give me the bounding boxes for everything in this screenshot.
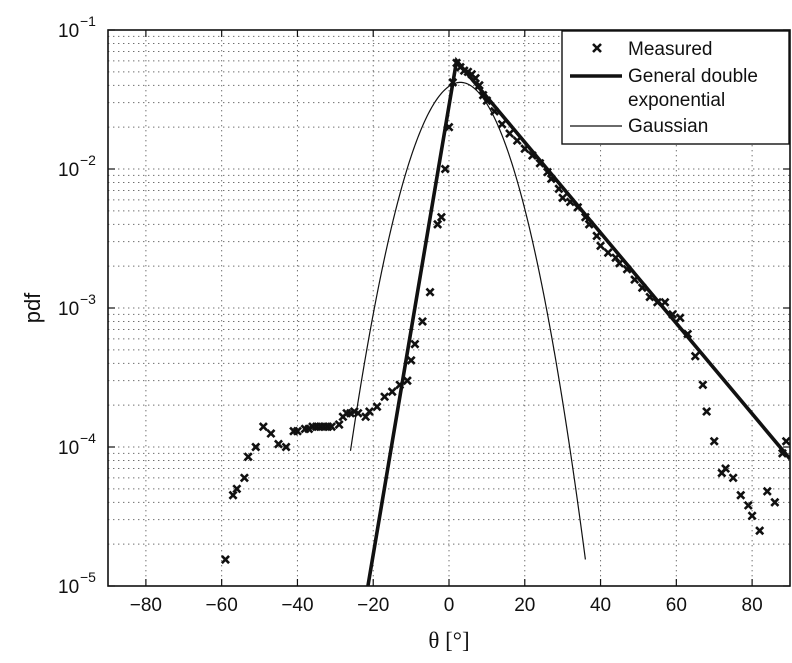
measured-point	[292, 426, 302, 436]
measured-point	[505, 128, 515, 139]
measured-point	[334, 420, 344, 430]
measured-point	[781, 436, 790, 446]
measured-point	[770, 497, 780, 507]
measured-point	[232, 484, 242, 494]
y-tick-label-exponent: −3	[80, 291, 96, 307]
measured-point	[728, 473, 738, 483]
measured-point	[364, 406, 374, 417]
series-general-double-exponential	[366, 56, 790, 586]
measured-point	[675, 313, 685, 323]
measured-point	[266, 429, 276, 439]
x-tick-label: −40	[281, 595, 313, 616]
measured-point	[281, 442, 291, 452]
measured-point	[402, 376, 412, 386]
x-tick-label: 40	[590, 595, 611, 616]
x-tick-label: −60	[206, 595, 238, 616]
measured-point	[417, 316, 427, 326]
y-tick-label: 10 −4	[58, 430, 96, 459]
legend-label-gaussian: Gaussian	[628, 116, 708, 137]
measured-point	[372, 402, 382, 412]
legend-label-general-double-exponential: General double exponential	[628, 66, 758, 111]
measured-point	[251, 442, 261, 452]
measured-point	[380, 392, 390, 402]
measured-point	[243, 452, 253, 462]
measured-point	[690, 351, 700, 361]
y-tick-label-base: 10	[58, 160, 79, 181]
measured-point	[228, 490, 238, 500]
measured-point	[755, 526, 765, 536]
measured-point	[709, 436, 719, 446]
measured-point	[762, 486, 772, 496]
measured-point	[387, 387, 397, 397]
series-layer	[220, 56, 790, 586]
y-tick-label: 10 −3	[58, 291, 96, 320]
measured-point	[603, 248, 613, 258]
legend-marker-measured	[592, 43, 602, 53]
x-tick-label: 20	[514, 595, 535, 616]
measured-point	[239, 473, 249, 483]
legend-label-measured: Measured	[628, 39, 713, 60]
measured-point	[410, 339, 420, 349]
x-tick-label: 80	[742, 595, 763, 616]
series-measured	[220, 58, 790, 565]
measured-point	[220, 555, 230, 565]
measured-point	[425, 287, 435, 297]
measured-point	[558, 193, 568, 203]
y-tick-label-base: 10	[58, 21, 79, 42]
y-tick-label-base: 10	[58, 299, 79, 320]
y-tick-label: 10 −1	[58, 13, 96, 42]
y-tick-label-exponent: −1	[80, 13, 96, 29]
y-tick-label-exponent: −5	[80, 569, 96, 585]
y-tick-label: 10 −5	[58, 569, 96, 598]
x-tick-label: −80	[130, 595, 162, 616]
y-tick-label-base: 10	[58, 577, 79, 598]
measured-point	[436, 212, 446, 222]
measured-point	[721, 464, 731, 474]
y-tick-label: 10 −2	[58, 152, 96, 181]
x-tick-label: 0	[444, 595, 455, 616]
y-axis-label: pdf	[20, 292, 45, 323]
series-gaussian	[349, 81, 586, 560]
measured-point	[497, 119, 507, 129]
measured-point	[747, 511, 757, 521]
measured-point	[258, 422, 268, 432]
measured-point	[743, 500, 753, 510]
legend-layer: Measured General double exponential Gaussia…	[561, 30, 790, 145]
x-tick-label: 60	[666, 595, 687, 616]
measured-point	[273, 439, 284, 449]
y-tick-label-exponent: −4	[80, 430, 96, 446]
y-tick-label-base: 10	[58, 438, 79, 459]
measured-point	[702, 406, 712, 417]
measured-point	[406, 355, 416, 365]
measured-point	[698, 380, 708, 390]
measured-point	[327, 422, 337, 432]
x-tick-label: −20	[357, 595, 389, 616]
y-tick-label-exponent: −2	[80, 152, 96, 168]
measured-point	[596, 241, 606, 251]
measured-point	[433, 219, 443, 229]
measured-point	[736, 490, 746, 500]
measured-point	[440, 164, 450, 174]
x-axis-label: θ [°]	[428, 628, 469, 653]
